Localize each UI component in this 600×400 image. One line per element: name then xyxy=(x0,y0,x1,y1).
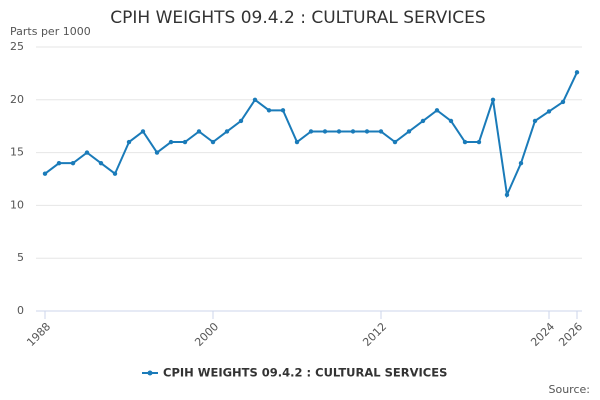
legend-swatch-marker xyxy=(147,370,153,376)
point xyxy=(210,139,216,145)
point xyxy=(462,139,468,145)
point xyxy=(308,129,314,134)
point xyxy=(168,139,174,145)
point xyxy=(546,109,552,114)
y-tick-label: 25 xyxy=(10,40,24,53)
point xyxy=(42,171,48,176)
point xyxy=(182,139,188,145)
point xyxy=(238,118,244,124)
point xyxy=(560,99,566,105)
x-tick-label: 1988 xyxy=(24,320,53,349)
y-tick-label: 0 xyxy=(17,304,24,317)
point xyxy=(420,118,426,124)
point xyxy=(280,108,286,113)
point xyxy=(336,129,342,134)
point xyxy=(322,129,328,134)
point xyxy=(140,129,146,134)
x-tick-label: 2012 xyxy=(360,320,389,349)
point xyxy=(56,160,62,166)
y-tick-label: 5 xyxy=(17,251,24,264)
point xyxy=(350,129,356,134)
point xyxy=(378,129,384,134)
point xyxy=(364,129,370,134)
y-axis-label: Parts per 1000 xyxy=(10,25,91,38)
point xyxy=(84,150,90,155)
point xyxy=(266,108,272,113)
x-tick-label: 2000 xyxy=(192,320,221,349)
point xyxy=(392,139,398,145)
point xyxy=(448,118,454,124)
point xyxy=(252,97,258,103)
y-tick-label: 20 xyxy=(10,93,24,106)
point xyxy=(532,118,538,124)
y-tick-label: 10 xyxy=(10,198,24,211)
point xyxy=(406,129,412,134)
y-tick-label: 15 xyxy=(10,146,24,159)
legend-label: CPIH WEIGHTS 09.4.2 : CULTURAL SERVICES xyxy=(163,366,447,380)
point xyxy=(112,171,118,176)
point xyxy=(98,160,104,166)
point xyxy=(490,97,496,103)
x-tick-label: 2024 xyxy=(528,320,557,349)
point xyxy=(196,129,202,134)
point xyxy=(476,139,482,145)
point xyxy=(574,70,580,75)
x-tick-label: 2026 xyxy=(556,320,585,349)
point xyxy=(126,139,132,145)
point xyxy=(434,108,440,113)
point xyxy=(504,192,510,198)
point xyxy=(154,150,160,155)
chart-title: CPIH WEIGHTS 09.4.2 : CULTURAL SERVICES xyxy=(110,8,485,28)
point xyxy=(70,160,76,166)
point xyxy=(518,160,524,166)
point xyxy=(224,129,230,134)
source: Source: xyxy=(549,383,591,396)
point xyxy=(294,139,300,145)
